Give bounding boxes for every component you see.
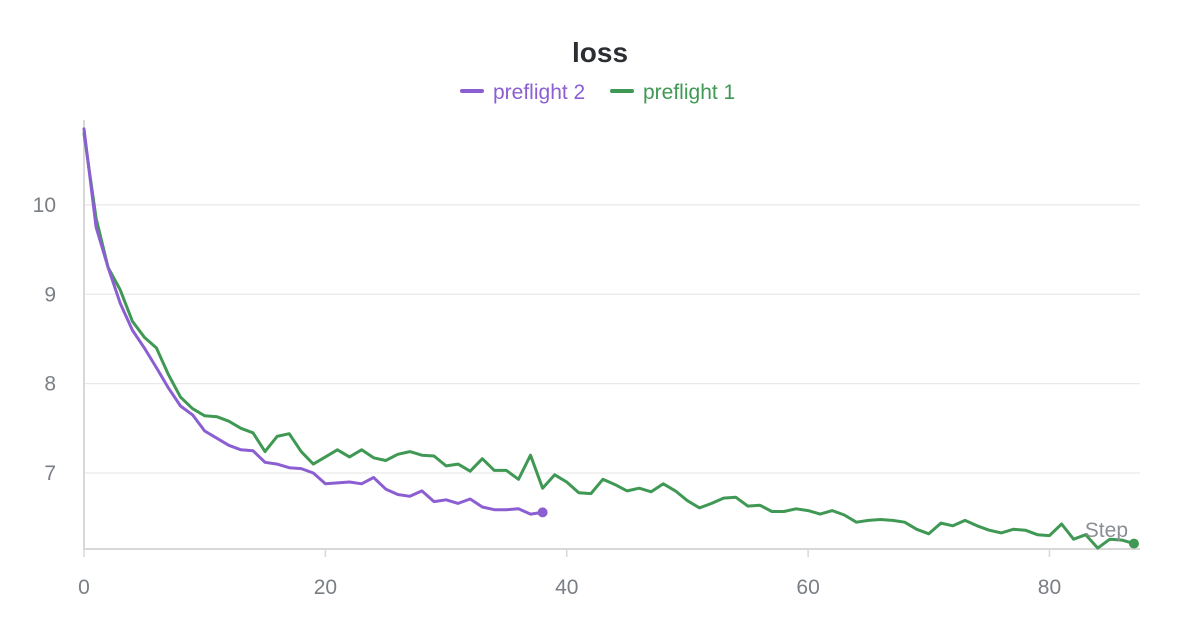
legend-item-preflight-2[interactable]: preflight 2 xyxy=(460,81,585,104)
series-lines xyxy=(82,127,1139,550)
grid xyxy=(84,204,1140,474)
x-tick-label: 20 xyxy=(314,576,337,599)
legend: preflight 2 preflight 1 xyxy=(460,81,735,104)
series-line-preflight-2[interactable] xyxy=(82,127,545,516)
legend-item-preflight-1[interactable]: preflight 1 xyxy=(610,81,735,104)
y-tick-label: 8 xyxy=(44,373,56,396)
tick-labels: 7 8 9 10 0 20 40 60 80 xyxy=(33,194,1062,599)
legend-label-preflight-2: preflight 2 xyxy=(493,81,585,104)
x-axis-label: Step xyxy=(1085,519,1128,542)
series-endpoint-preflight-1 xyxy=(1128,538,1139,549)
y-tick-label: 7 xyxy=(44,462,56,485)
chart-title: loss xyxy=(572,37,628,68)
legend-label-preflight-1: preflight 1 xyxy=(643,81,735,104)
x-tick-label: 60 xyxy=(796,576,819,599)
series-line-preflight-1[interactable] xyxy=(82,131,1136,550)
y-tick-label: 9 xyxy=(44,283,56,306)
x-tick-label: 0 xyxy=(78,576,90,599)
y-tick-label: 10 xyxy=(33,194,56,217)
series-endpoint-preflight-2 xyxy=(537,507,548,518)
axes xyxy=(83,120,1140,550)
x-tick-label: 40 xyxy=(555,576,578,599)
x-tick-label: 80 xyxy=(1038,576,1061,599)
